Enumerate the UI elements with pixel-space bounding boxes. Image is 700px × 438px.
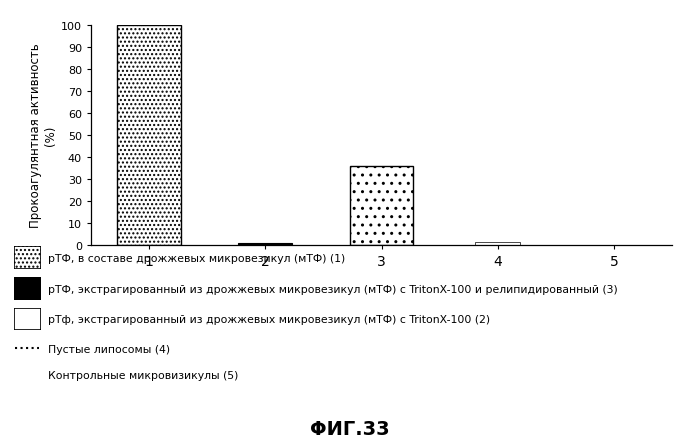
Text: Пустые липосомы (4): Пустые липосомы (4) bbox=[48, 344, 169, 354]
Bar bbox=[238, 243, 293, 245]
Bar bbox=[349, 166, 414, 245]
Bar bbox=[475, 243, 520, 245]
Y-axis label: Прокоагулянтная активность
(%): Прокоагулянтная активность (%) bbox=[29, 44, 57, 228]
Text: Контрольные микровизикулы (5): Контрольные микровизикулы (5) bbox=[48, 371, 238, 380]
Text: рТф, экстрагированный из дрожжевых микровезикул (мТФ) с TritonX-100 (2): рТф, экстрагированный из дрожжевых микро… bbox=[48, 315, 490, 325]
Text: рТФ, экстрагированный из дрожжевых микровезикул (мТФ) с TritonX-100 и релипидиро: рТФ, экстрагированный из дрожжевых микро… bbox=[48, 284, 617, 294]
Text: ΦИГ.33: ΦИГ.33 bbox=[310, 419, 390, 438]
Bar bbox=[117, 26, 181, 245]
Text: рТФ, в составе дрожжевых микровезикул (мТФ) (1): рТФ, в составе дрожжевых микровезикул (м… bbox=[48, 254, 345, 263]
